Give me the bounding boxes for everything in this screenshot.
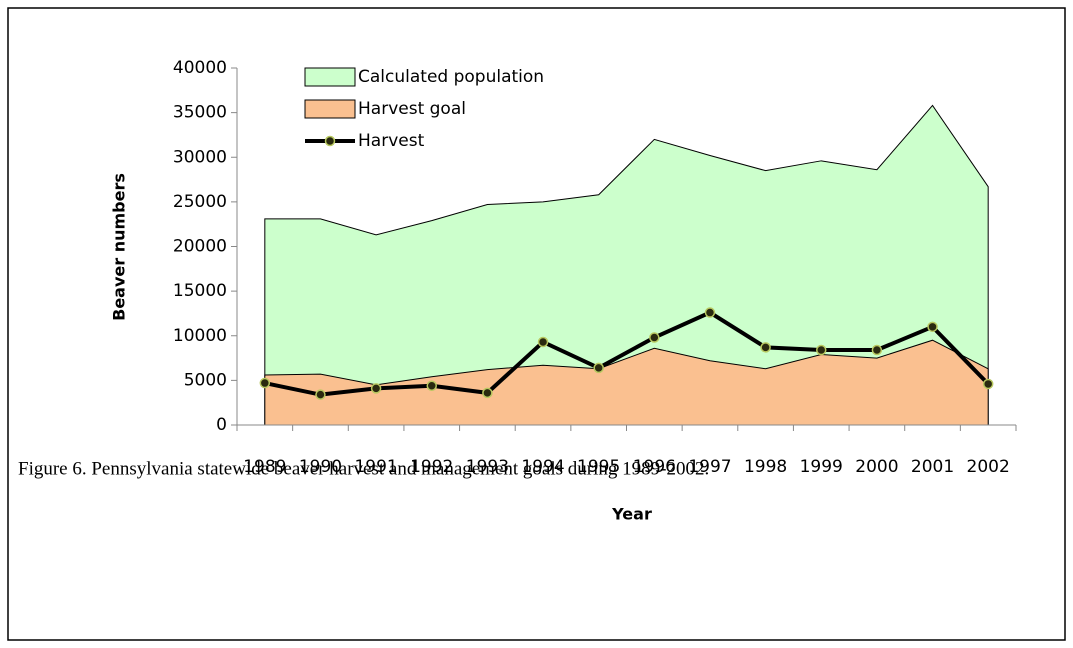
x-tick-label: 1994 bbox=[521, 457, 564, 477]
x-tick-label: 1999 bbox=[800, 457, 843, 477]
point bbox=[649, 332, 660, 343]
x-tick-label: 1990 bbox=[299, 457, 342, 477]
point bbox=[982, 378, 994, 390]
y-tick-label: 30000 bbox=[173, 147, 227, 167]
point bbox=[871, 344, 883, 356]
legend-label: Harvest goal bbox=[358, 99, 466, 119]
legend-swatch bbox=[304, 67, 356, 87]
y-tick-label: 5000 bbox=[184, 370, 227, 390]
x-tick-label: 1991 bbox=[354, 457, 397, 477]
y-axis-label: Beaver numbers bbox=[110, 173, 129, 321]
y-tick-label: 25000 bbox=[173, 192, 227, 212]
x-tick-label: 2001 bbox=[911, 457, 954, 477]
point bbox=[426, 380, 437, 391]
line bbox=[264, 310, 990, 397]
x-tick-label: 2002 bbox=[967, 457, 1010, 477]
point bbox=[704, 307, 716, 318]
area bbox=[264, 104, 989, 426]
x-tick-label: 1995 bbox=[577, 457, 620, 477]
x-tick-label: 1989 bbox=[243, 457, 286, 477]
point bbox=[927, 321, 938, 333]
x-tick-label: 2000 bbox=[855, 457, 898, 477]
point bbox=[370, 383, 382, 394]
x-tick-label: 1998 bbox=[744, 457, 787, 477]
x-tick-label: 1993 bbox=[466, 457, 509, 477]
legend-label: Calculated population bbox=[358, 67, 544, 87]
x-axis-label: Year bbox=[611, 505, 652, 524]
y-tick-label: 15000 bbox=[173, 281, 227, 301]
area bbox=[264, 339, 989, 426]
legend-marker bbox=[324, 135, 336, 147]
point bbox=[537, 336, 549, 348]
x-tick-label: 1997 bbox=[688, 457, 731, 477]
point bbox=[259, 377, 271, 389]
point bbox=[593, 362, 604, 374]
x-tick-label: 1996 bbox=[633, 457, 676, 477]
point bbox=[816, 344, 827, 356]
point bbox=[760, 342, 771, 353]
y-tick-label: 10000 bbox=[173, 326, 227, 346]
caption: Figure 6. Pennsylvania statewide beaver … bbox=[18, 458, 709, 479]
y-tick-label: 20000 bbox=[173, 237, 227, 257]
y-tick-label: 40000 bbox=[173, 58, 227, 78]
point bbox=[315, 389, 326, 400]
legend-swatch bbox=[304, 99, 356, 119]
x-tick-label: 1992 bbox=[410, 457, 453, 477]
y-tick-label: 35000 bbox=[173, 103, 227, 123]
legend-label: Harvest bbox=[358, 131, 425, 151]
y-tick-label: 0 bbox=[216, 415, 227, 435]
point bbox=[482, 387, 493, 399]
